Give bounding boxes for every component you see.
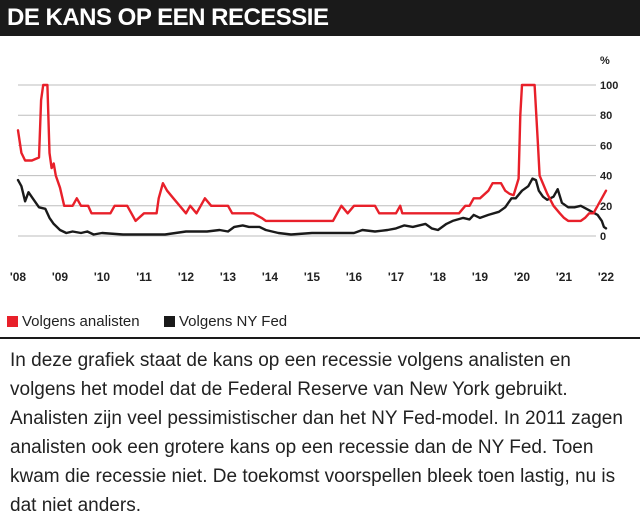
x-tick-label: '08 (10, 270, 27, 284)
x-tick-label: '18 (430, 270, 447, 284)
y-tick-label: 80 (600, 110, 612, 122)
chart-title: DE KANS OP EEN RECESSIE (7, 4, 329, 31)
x-tick-label: '10 (94, 270, 111, 284)
series-line-nyfed (16, 177, 608, 236)
x-tick-label: '12 (178, 270, 195, 284)
line-chart: 0 20 40 60 80 100% '08 '09 '10 '11 '12 '13 '14 '15 '1… (10, 55, 618, 284)
chart-header: DE KANS OP EEN RECESSIE (0, 0, 640, 36)
y-tick-label: 60 (600, 140, 612, 152)
chart-description: In deze grafiek staat de kans op een rec… (10, 350, 623, 516)
series-layer (16, 83, 608, 236)
y-tick-label: 20 (600, 201, 612, 213)
y-axis: 0 20 40 60 80 100% (600, 55, 618, 243)
y-tick-label: 40 (600, 171, 612, 183)
x-tick-label: '15 (304, 270, 321, 284)
divider (0, 337, 640, 339)
legend-label-analysts: Volgens analisten (22, 313, 140, 330)
legend-swatch-analysts (7, 316, 18, 327)
x-tick-label: '13 (220, 270, 237, 284)
y-tick-label: 100 (600, 80, 618, 92)
x-tick-label: '09 (52, 270, 69, 284)
x-tick-label: '16 (346, 270, 363, 284)
y-tick-label: 0 (600, 231, 606, 243)
x-axis: '08 '09 '10 '11 '12 '13 '14 '15 '16 '17 '18 '19 '20 '… (10, 270, 615, 284)
legend-swatch-nyfed (164, 316, 175, 327)
y-axis-unit: % (600, 55, 610, 67)
x-tick-label: '11 (136, 270, 152, 284)
x-tick-label: '19 (472, 270, 489, 284)
x-tick-label: '20 (514, 270, 531, 284)
x-tick-label: '21 (556, 270, 573, 284)
legend-item-nyfed: Volgens NY Fed (164, 314, 287, 330)
x-tick-label: '22 (598, 270, 615, 284)
series-line-analysts (16, 83, 608, 223)
legend-item-analysts: Volgens analisten (7, 314, 140, 330)
x-tick-label: '17 (388, 270, 405, 284)
legend-label-nyfed: Volgens NY Fed (179, 313, 288, 330)
x-tick-label: '14 (262, 270, 279, 284)
